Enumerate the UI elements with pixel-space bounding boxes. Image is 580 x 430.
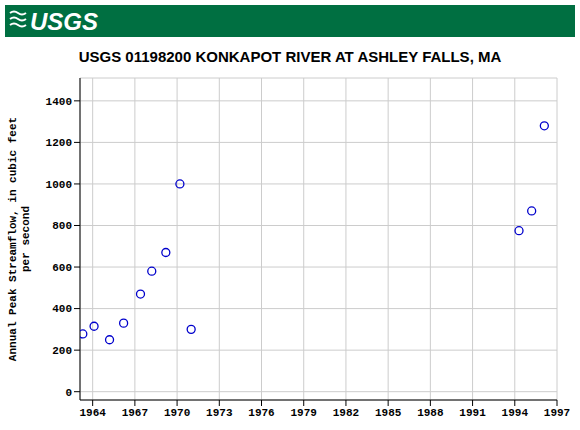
svg-text:1997: 1997 [544, 407, 570, 419]
svg-text:1976: 1976 [248, 407, 274, 419]
svg-text:USGS: USGS [30, 8, 98, 35]
svg-text:1991: 1991 [459, 407, 486, 419]
svg-text:1988: 1988 [417, 407, 444, 419]
svg-text:400: 400 [52, 303, 72, 315]
svg-text:1964: 1964 [79, 407, 106, 419]
svg-text:1200: 1200 [46, 137, 72, 149]
svg-text:1979: 1979 [291, 407, 317, 419]
svg-text:1400: 1400 [46, 96, 72, 108]
svg-text:1973: 1973 [206, 407, 233, 419]
svg-text:1985: 1985 [375, 407, 402, 419]
svg-text:1000: 1000 [46, 179, 72, 191]
svg-text:Annual Peak Streamflow, in cub: Annual Peak Streamflow, in cubic feetper… [8, 117, 32, 361]
svg-text:0: 0 [65, 387, 72, 399]
svg-text:800: 800 [52, 220, 72, 232]
svg-text:1970: 1970 [164, 407, 190, 419]
svg-text:1967: 1967 [122, 407, 148, 419]
svg-text:200: 200 [52, 345, 72, 357]
svg-text:1994: 1994 [502, 407, 529, 419]
svg-text:600: 600 [52, 262, 72, 274]
svg-text:1982: 1982 [333, 407, 359, 419]
svg-text:USGS 01198200 KONKAPOT RIVER A: USGS 01198200 KONKAPOT RIVER AT ASHLEY F… [79, 48, 502, 65]
